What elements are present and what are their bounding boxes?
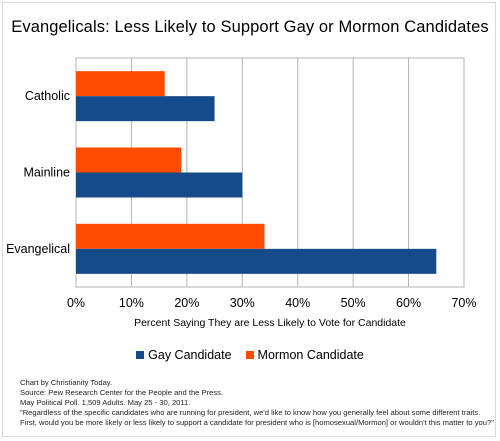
x-tick-label: 10% <box>119 296 144 310</box>
category-label: Mainline <box>23 166 70 180</box>
x-tick-label: 20% <box>174 296 199 310</box>
bar-mormon-candidate <box>76 71 165 97</box>
category-label: Catholic <box>25 89 70 103</box>
note-line: "Regardless of the specific candidates w… <box>20 408 481 417</box>
legend-item-gay-candidate: Gay Candidate <box>136 348 232 362</box>
note-line: Source: Pew Research Center for the Peop… <box>20 388 224 397</box>
legend-label-gay-candidate: Gay Candidate <box>148 348 232 362</box>
note-line: First, would you be more likely or less … <box>20 418 494 427</box>
bar-gay-candidate <box>76 248 437 274</box>
x-axis-label: Percent Saying They are Less Likely to V… <box>134 317 406 329</box>
source-notes: Chart by Christianity Today. Source: Pew… <box>20 378 495 428</box>
chart-title: Evangelicals: Less Likely to Support Gay… <box>11 18 489 36</box>
note-line: May Political Poll. 1,509 Adults. May 25… <box>20 398 191 407</box>
x-tick-label: 50% <box>341 296 366 310</box>
legend-swatch-mormon-candidate <box>245 351 254 359</box>
note-line: Chart by Christianity Today. <box>20 378 113 387</box>
bar-mormon-candidate <box>76 147 182 173</box>
x-tick-label: 60% <box>396 296 421 310</box>
legend-label-mormon-candidate: Mormon Candidate <box>257 348 364 362</box>
x-tick-label: 70% <box>451 296 476 310</box>
legend: Gay Candidate Mormon Candidate <box>0 348 500 362</box>
legend-item-mormon-candidate: Mormon Candidate <box>245 348 364 362</box>
bar-gay-candidate <box>76 96 215 122</box>
bar-mormon-candidate <box>76 223 265 249</box>
bar-gay-candidate <box>76 172 243 198</box>
category-label: Evangelical <box>6 242 70 256</box>
x-tick-label: 0% <box>67 296 85 310</box>
chart-frame <box>2 2 496 437</box>
x-tick-label: 30% <box>230 296 255 310</box>
x-tick-label: 40% <box>285 296 310 310</box>
legend-swatch-gay-candidate <box>136 351 145 359</box>
